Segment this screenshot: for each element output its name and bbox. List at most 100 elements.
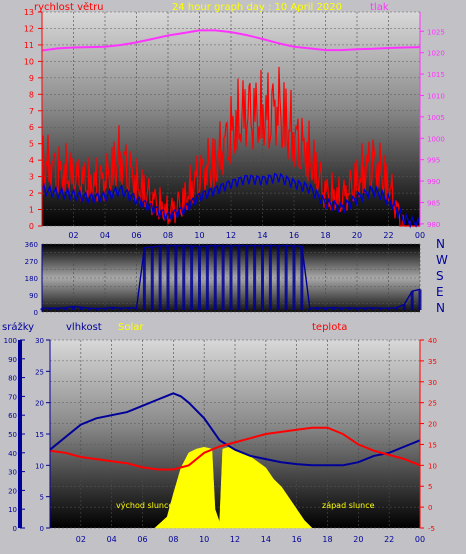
x-tick-label: 18 <box>320 231 330 240</box>
direction-mark <box>56 308 60 311</box>
chart-title: 24 hour graph day : 10 April 2020 <box>172 2 342 13</box>
rain-tick-label: 100 <box>4 337 17 345</box>
sunrise-annotation: východ slunce <box>116 501 173 510</box>
x-tick-label: 02 <box>76 535 86 544</box>
wind-tick-label: 11 <box>24 41 34 50</box>
temperature-line <box>49 426 421 471</box>
direction-mark <box>182 245 186 310</box>
direction-line <box>42 244 421 310</box>
bottom-series <box>49 392 421 529</box>
pressure-tick-label: 1010 <box>427 92 445 100</box>
wind-tick-label: 0 <box>29 222 34 231</box>
rain-tick-label: 80 <box>8 375 17 383</box>
direction-mark <box>387 308 390 311</box>
direction-mark <box>253 245 257 310</box>
direction-mark <box>245 245 249 310</box>
direction-mark <box>308 308 312 311</box>
rain-tick-label: 90 <box>8 356 17 364</box>
x-tick-label: 08 <box>163 231 173 240</box>
temperature-tick-label: 40 <box>428 337 437 345</box>
direction-mark <box>418 289 422 310</box>
sunset-annotation: západ slunce <box>322 501 375 510</box>
rain-label: srážky <box>2 321 34 333</box>
humidity-tick-label: 25 <box>35 368 44 376</box>
x-tick-label: 06 <box>131 231 141 240</box>
pressure-tick-label: 1005 <box>427 114 445 122</box>
rain-tick-label: 20 <box>8 487 17 495</box>
direction-mark <box>198 246 201 310</box>
rain-tick-label: 40 <box>8 450 17 458</box>
direction-label-w: W <box>436 253 448 267</box>
direction-label-n-bottom: N <box>436 301 445 315</box>
x-tick-label: 20 <box>353 535 363 544</box>
x-tick-label: 22 <box>384 535 394 544</box>
wind-tick-label: 9 <box>29 74 34 83</box>
x-tick-label: 10 <box>194 231 204 240</box>
x-tick-label: 12 <box>230 535 240 544</box>
direction-mark <box>355 308 359 311</box>
temperature-tick-label: 10 <box>428 462 437 470</box>
direction-mark <box>48 308 52 311</box>
direction-mark <box>402 304 406 310</box>
pressure-tick-label: 1020 <box>427 50 445 58</box>
top-series <box>41 29 421 229</box>
x-tick-label: 16 <box>289 231 299 240</box>
direction-tick-label: 90 <box>29 292 38 300</box>
humidity-tick-label: 20 <box>35 400 44 408</box>
pressure-line <box>41 29 421 52</box>
direction-mark <box>158 245 162 310</box>
x-tick-label: 14 <box>261 535 271 544</box>
pressure-tick-label: 995 <box>427 157 440 165</box>
direction-label-s: S <box>436 269 444 283</box>
x-tick-label: 16 <box>292 535 302 544</box>
direction-mark <box>339 308 343 311</box>
direction-mark <box>205 245 209 310</box>
temperature-label: teplota <box>312 322 347 333</box>
temperature-tick-label: 25 <box>428 400 437 408</box>
solar-label: Solar <box>118 322 144 333</box>
x-tick-label: 08 <box>168 535 178 544</box>
rain-tick-label: 0 <box>13 525 17 533</box>
wind-tick-label: 3 <box>29 173 34 182</box>
rain-tick-label: 60 <box>8 412 17 420</box>
pressure-tick-label: 985 <box>427 199 440 207</box>
x-tick-label: 04 <box>100 231 110 240</box>
direction-mark <box>410 291 414 310</box>
wind-tick-label: 10 <box>24 57 34 66</box>
x-tick-label: 00 <box>415 231 425 240</box>
pressure-tick-label: 980 <box>427 221 440 229</box>
direction-mark <box>166 245 170 310</box>
x-tick-label: 10 <box>199 535 209 544</box>
temperature-tick-label: 20 <box>428 421 437 429</box>
direction-mark <box>379 308 383 311</box>
wind-tick-label: 7 <box>29 107 34 116</box>
temperature-tick-label: 5 <box>428 483 432 491</box>
direction-mark <box>276 245 280 310</box>
temperature-tick-label: 30 <box>428 379 437 387</box>
direction-mark <box>237 245 241 310</box>
temperature-tick-label: 35 <box>428 358 437 366</box>
direction-mark <box>371 307 375 310</box>
direction-mark <box>87 308 91 311</box>
x-tick-label: 00 <box>415 535 425 544</box>
temperature-tick-label: 0 <box>428 504 432 512</box>
direction-mark <box>142 247 146 310</box>
direction-mark <box>135 308 138 311</box>
wind-tick-label: 13 <box>24 8 34 17</box>
pressure-tick-label: 1015 <box>427 71 445 79</box>
x-tick-label: 12 <box>226 231 236 240</box>
direction-mark <box>72 306 75 310</box>
wind-tick-label: 5 <box>29 140 34 149</box>
direction-mark <box>324 308 327 311</box>
direction-mark <box>213 245 217 310</box>
direction-mark <box>363 308 367 311</box>
direction-mark <box>394 307 398 310</box>
humidity-tick-label: 10 <box>35 462 44 470</box>
temperature-tick-label: 15 <box>428 441 437 449</box>
rain-tick-label: 10 <box>8 506 17 514</box>
humidity-tick-label: 15 <box>35 431 44 439</box>
direction-mark <box>103 308 107 311</box>
x-tick-label: 14 <box>257 231 267 240</box>
